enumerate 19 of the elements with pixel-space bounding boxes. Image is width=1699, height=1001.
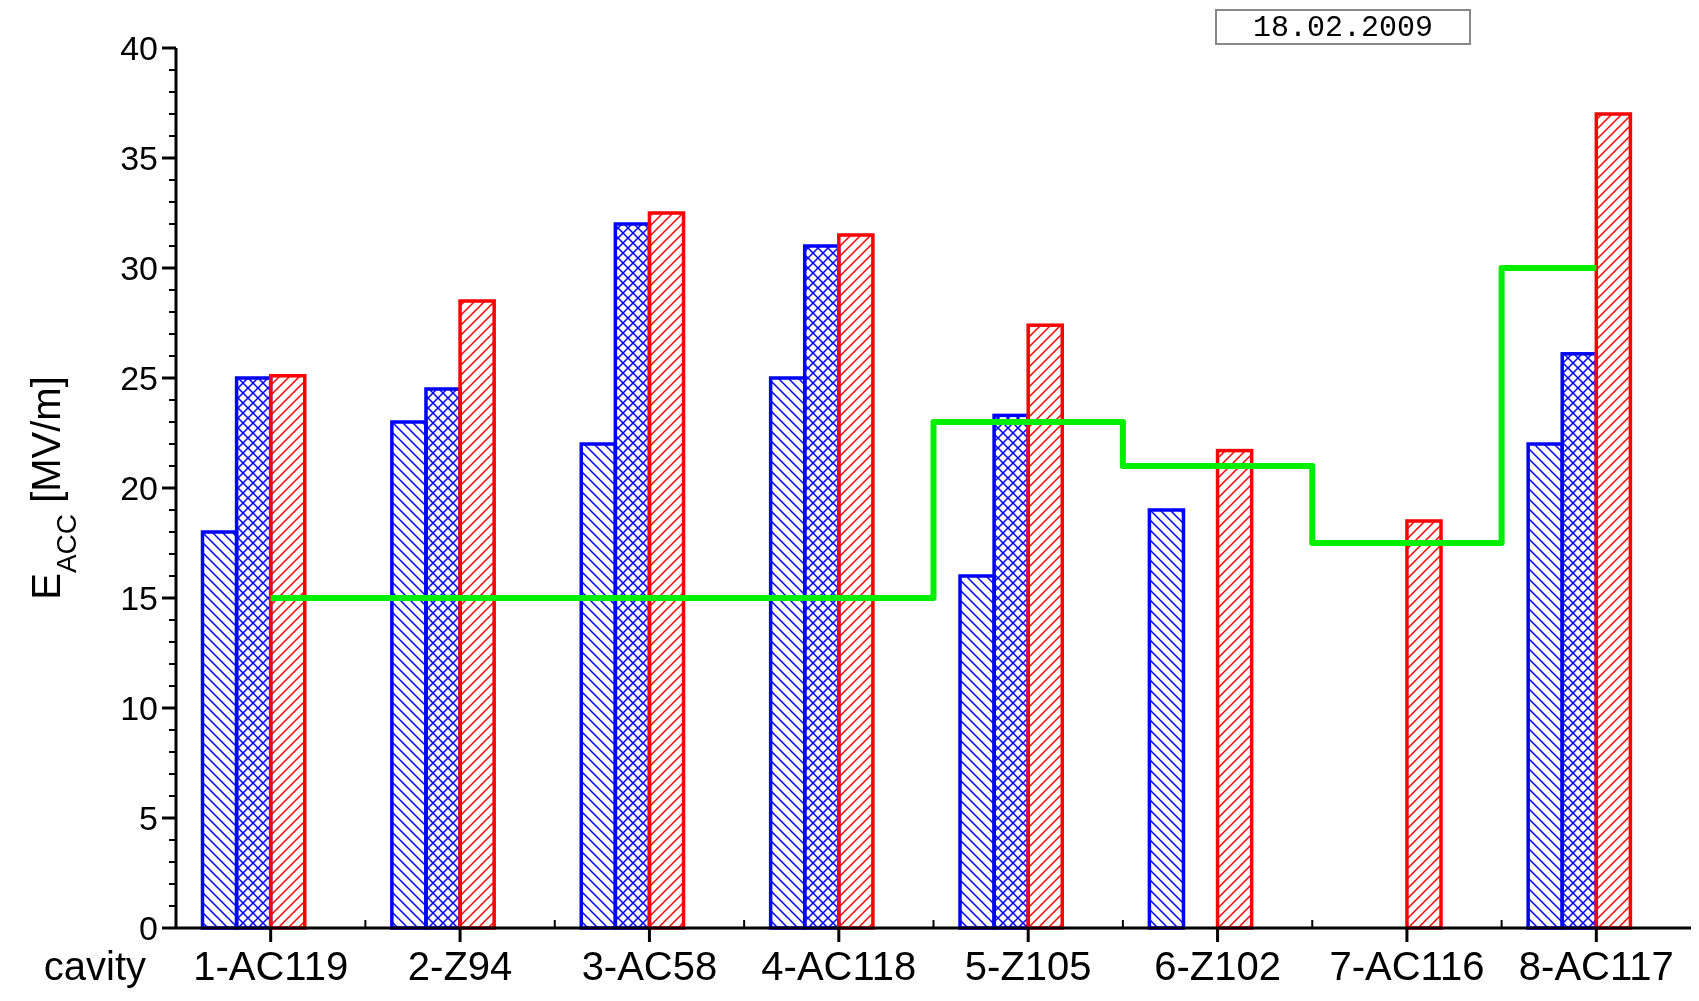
y-tick-label: 15 — [120, 578, 158, 617]
x-tick-label: 4-AC118 — [761, 944, 917, 988]
y-tick-label: 10 — [120, 688, 158, 727]
y-tick-label: 20 — [120, 468, 158, 507]
x-tick-label: 1-AC119 — [193, 944, 349, 988]
x-axis-title: cavity — [43, 944, 146, 988]
y-tick-label: 40 — [120, 28, 158, 67]
x-tick-label: 8-AC117 — [1518, 944, 1674, 988]
x-tick-label: 3-AC58 — [581, 944, 718, 988]
y-tick-label: 30 — [120, 248, 158, 287]
x-tick-label: 7-AC116 — [1329, 944, 1485, 988]
x-tick-label: 6-Z102 — [1154, 944, 1281, 988]
x-tick-label: 2-Z94 — [407, 944, 513, 988]
y-tick-label: 25 — [120, 358, 158, 397]
x-tick-label: 5-Z105 — [964, 944, 1092, 988]
y-tick-label: 0 — [139, 908, 158, 947]
y-tick-label: 35 — [120, 138, 158, 177]
text: 18.02.2009 — [1252, 11, 1434, 45]
y-tick-label: 5 — [139, 798, 158, 837]
